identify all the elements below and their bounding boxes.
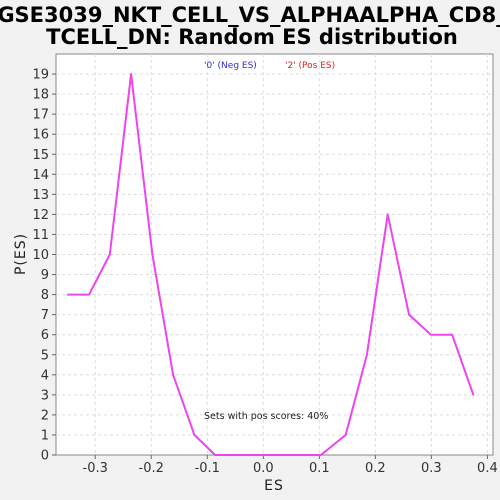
- y-tick-label: 16: [32, 128, 49, 143]
- data-point: [430, 333, 432, 336]
- chart-title-line1: GSE3039_NKT_CELL_VS_ALPHAALPHA_CD8_: [0, 3, 500, 27]
- data-point: [172, 374, 174, 376]
- x-tick-label: 0.1: [309, 461, 330, 476]
- legend-neg-es: '0' (Neg ES): [204, 61, 257, 71]
- y-tick-label: 18: [32, 88, 49, 103]
- y-axis-label: P(ES): [13, 233, 29, 275]
- x-tick-label: 0.0: [253, 461, 274, 476]
- series-layer: [66, 73, 475, 456]
- data-point: [408, 313, 410, 316]
- data-point: [88, 293, 90, 296]
- y-tick-label: 4: [41, 368, 49, 383]
- y-tick-label: 7: [41, 308, 49, 323]
- pos-scores-annotation: Sets with pos scores: 40%: [204, 411, 328, 422]
- x-axis-label: ES: [264, 478, 284, 494]
- y-tick-label: 8: [41, 288, 49, 303]
- y-tick-label: 14: [32, 168, 49, 183]
- data-point: [278, 454, 280, 456]
- data-point: [130, 73, 132, 75]
- data-point: [366, 353, 368, 356]
- y-tick-label: 12: [32, 208, 49, 223]
- data-point: [256, 454, 259, 456]
- y-tick-label: 10: [32, 248, 49, 263]
- data-point: [472, 394, 475, 396]
- data-point: [151, 253, 154, 256]
- y-tick-label: 17: [32, 108, 49, 123]
- legend-pos-es: '2' (Pos ES): [285, 61, 335, 71]
- x-tick-label: 0.3: [421, 461, 442, 476]
- data-point: [320, 454, 322, 456]
- data-point: [108, 253, 111, 256]
- y-tick-label: 0: [41, 449, 49, 464]
- y-tick-label: 9: [41, 268, 49, 283]
- data-point: [451, 333, 453, 336]
- y-tick-label: 13: [32, 188, 49, 203]
- y-tick-label: 1: [41, 428, 49, 443]
- data-point: [214, 454, 216, 456]
- y-tick-label: 3: [41, 388, 49, 403]
- series-line: [67, 73, 475, 456]
- x-tick-label: 0.2: [365, 461, 386, 476]
- x-tick-label: 0.4: [477, 461, 498, 476]
- y-tick-label: 2: [41, 408, 49, 423]
- y-tick-label: 19: [32, 68, 49, 83]
- data-point: [386, 213, 389, 216]
- data-point: [344, 434, 347, 436]
- chart-title-line2: TCELL_DN: Random ES distribution: [46, 25, 458, 49]
- x-tick-label: -0.1: [195, 461, 220, 476]
- grid-layer: [56, 54, 493, 455]
- y-tick-label: 6: [41, 328, 49, 343]
- x-tick-label: -0.2: [139, 461, 164, 476]
- data-point: [235, 454, 238, 456]
- x-tick-label: -0.3: [83, 461, 108, 476]
- y-tick-label: 5: [41, 348, 49, 363]
- data-point: [193, 434, 196, 436]
- y-tick-label: 15: [32, 148, 49, 163]
- data-point: [66, 293, 69, 296]
- data-point: [298, 454, 301, 456]
- y-tick-label: 11: [32, 228, 49, 243]
